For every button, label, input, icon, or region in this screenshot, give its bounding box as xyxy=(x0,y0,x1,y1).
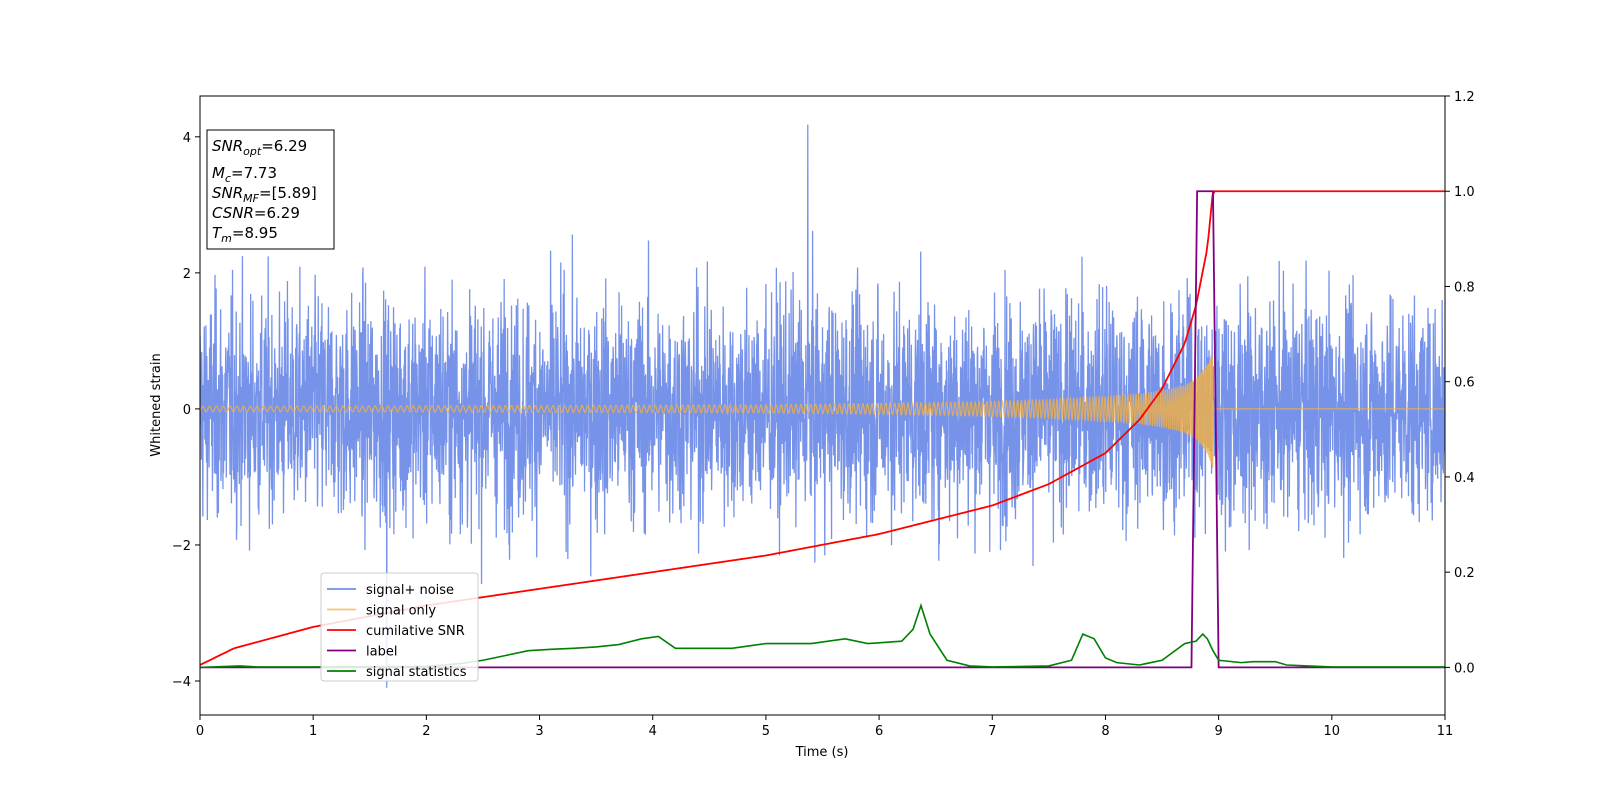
x-tick-label: 0 xyxy=(196,724,204,739)
x-tick-label: 5 xyxy=(762,724,770,739)
x-tick-label: 4 xyxy=(649,724,657,739)
x-tick-label: 11 xyxy=(1437,724,1454,739)
x-tick-label: 7 xyxy=(988,724,996,739)
label-line xyxy=(200,190,1445,669)
series-signal-only xyxy=(200,353,1445,468)
legend-signal-statistics-text: signal statistics xyxy=(366,665,467,680)
annotation-csnr: CSNR=6.29 xyxy=(212,204,300,222)
series-signal-statistics xyxy=(200,602,1445,669)
series-label xyxy=(200,190,1445,669)
y-tick-label-right: 1.0 xyxy=(1454,185,1475,200)
y-axis-left: −4 −2 0 2 4 xyxy=(172,131,200,690)
y-tick-label-right: 0.8 xyxy=(1454,280,1475,295)
x-tick-label: 10 xyxy=(1324,724,1341,739)
signal-noise-line xyxy=(200,124,1445,688)
y-tick-label-right: 0.2 xyxy=(1454,566,1475,581)
y-tick-label-left: −4 xyxy=(172,675,191,690)
y-axis-label: Whitened strain xyxy=(149,353,164,456)
y-tick-label-left: 0 xyxy=(183,403,191,418)
y-tick-label-left: 2 xyxy=(183,267,191,282)
annotation-box: SNRopt=6.29 Mc=7.73 SNRMF=[5.89] CSNR=6.… xyxy=(206,129,335,250)
y-axis-right: 0.0 0.2 0.4 0.6 0.8 1.0 1.2 xyxy=(1445,90,1475,676)
annotation-snr-opt: SNRopt=6.29 xyxy=(212,137,307,158)
legend-signal-noise-text: signal+ noise xyxy=(366,583,454,598)
x-tick-label: 2 xyxy=(422,724,430,739)
y-tick-label-right: 1.2 xyxy=(1454,90,1475,105)
y-tick-label-left: 4 xyxy=(183,131,191,146)
plot-frame xyxy=(199,95,1446,716)
x-axis: 0 1 2 3 4 5 6 7 8 9 10 11 xyxy=(196,715,1453,739)
annotation-chirp-mass: Mc=7.73 xyxy=(212,164,277,185)
annotation-tm: Tm=8.95 xyxy=(212,224,278,245)
x-tick-label: 9 xyxy=(1214,724,1222,739)
series-signal-noise xyxy=(200,124,1445,688)
x-tick-label: 1 xyxy=(309,724,317,739)
x-tick-label: 6 xyxy=(875,724,883,739)
legend-label-text: label xyxy=(366,645,397,660)
x-tick-label: 8 xyxy=(1101,724,1109,739)
x-tick-label: 3 xyxy=(535,724,543,739)
y-tick-label-right: 0.6 xyxy=(1454,376,1475,391)
legend: signal+ noise signal only cumilative SNR la… xyxy=(320,572,479,682)
y-tick-label-left: −2 xyxy=(172,539,191,554)
y-tick-label-right: 0.0 xyxy=(1454,661,1475,676)
signal-statistics-line xyxy=(200,602,1445,669)
signal-only-line xyxy=(200,353,1445,468)
annotation-snr-mf: SNRMF=[5.89] xyxy=(212,184,317,205)
y-tick-label-right: 0.4 xyxy=(1454,471,1475,486)
x-axis-label: Time (s) xyxy=(795,745,849,760)
legend-signal-only-text: signal only xyxy=(366,604,436,619)
legend-cumulative-snr-text: cumilative SNR xyxy=(366,624,465,639)
legend-box xyxy=(320,572,479,682)
